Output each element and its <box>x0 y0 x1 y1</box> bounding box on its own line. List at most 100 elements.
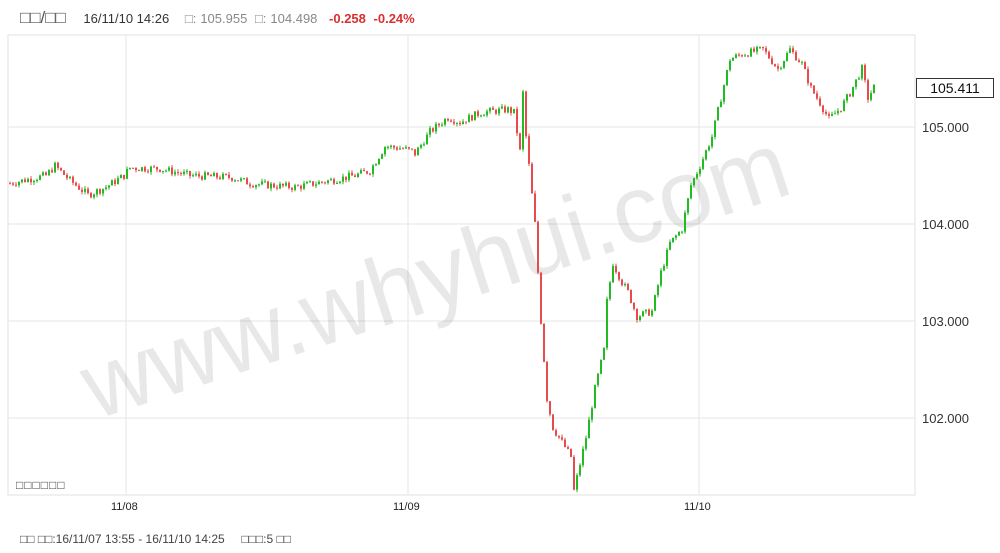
candle-body <box>105 187 107 189</box>
candle-body <box>768 51 770 59</box>
candle-body <box>624 283 626 286</box>
candle-body <box>597 373 599 386</box>
candle-body <box>27 178 29 183</box>
candle-body <box>558 435 560 438</box>
range-label: □□ □□: <box>20 532 56 546</box>
candle-body <box>63 170 65 175</box>
candle-body <box>549 401 551 415</box>
candle-body <box>867 80 869 100</box>
candle-body <box>201 176 203 180</box>
candle-body <box>18 182 20 186</box>
candle-body <box>240 178 242 181</box>
candle-body <box>645 309 647 312</box>
candle-body <box>714 120 716 137</box>
candle-body <box>297 185 299 187</box>
candle-body <box>264 181 266 183</box>
candle-body <box>576 475 578 490</box>
candle-body <box>387 147 389 149</box>
candle-body <box>267 181 269 189</box>
candle-body <box>333 179 335 184</box>
candle-body <box>138 170 140 172</box>
candle-body <box>468 115 470 123</box>
candle-body <box>360 170 362 174</box>
candle-body <box>546 361 548 402</box>
candle-body <box>114 180 116 185</box>
candle-body <box>822 105 824 112</box>
candle-body <box>873 84 875 94</box>
x-tick-label: 11/09 <box>393 501 420 513</box>
candle-body <box>588 419 590 439</box>
candle-body <box>480 115 482 117</box>
candle-body <box>405 147 407 149</box>
candle-body <box>174 172 176 175</box>
candle-body <box>237 180 239 182</box>
candle-body <box>123 174 125 179</box>
candle-body <box>519 133 521 150</box>
candle-body <box>582 448 584 466</box>
candle-body <box>567 447 569 449</box>
candle-body <box>339 181 341 183</box>
candle-body <box>330 179 332 181</box>
candle-body <box>483 115 485 117</box>
candle-body <box>345 176 347 180</box>
candle-body <box>489 107 491 112</box>
candle-body <box>819 98 821 106</box>
candle-body <box>246 178 248 185</box>
candle-body <box>633 302 635 309</box>
candle-body <box>831 113 833 116</box>
candle-body <box>783 61 785 68</box>
change-pct: -0.24% <box>373 11 415 26</box>
candle-body <box>591 408 593 420</box>
candle-body <box>159 169 161 172</box>
candle-body <box>684 212 686 232</box>
candle-body <box>327 180 329 183</box>
candle-body <box>57 162 59 168</box>
candle-body <box>222 173 224 179</box>
candle-body <box>726 70 728 86</box>
candle-body <box>843 100 845 111</box>
candle-body <box>33 181 35 183</box>
candle-body <box>618 272 620 280</box>
candle-body <box>117 178 119 185</box>
candle-body <box>36 179 38 182</box>
candle-body <box>453 121 455 124</box>
candle-body <box>753 48 755 52</box>
candle-body <box>183 171 185 175</box>
candle-body <box>528 136 530 164</box>
candle-body <box>96 189 98 195</box>
candle-body <box>708 146 710 151</box>
candle-body <box>72 176 74 183</box>
candle-body <box>120 174 122 179</box>
candle-body <box>696 173 698 179</box>
candle-body <box>543 323 545 362</box>
candle-body <box>555 430 557 436</box>
candle-body <box>234 180 236 182</box>
candle-body <box>150 166 152 173</box>
candle-body <box>48 170 50 176</box>
candle-body <box>351 172 353 176</box>
candle-body <box>378 158 380 165</box>
candle-body <box>324 182 326 184</box>
candle-body <box>570 448 572 457</box>
candle-body <box>429 128 431 135</box>
candle-body <box>99 189 101 194</box>
candle-body <box>348 172 350 180</box>
candle-body <box>171 167 173 175</box>
candle-body <box>693 178 695 186</box>
candle-body <box>9 183 11 185</box>
candle-body <box>846 94 848 101</box>
candle-body <box>216 173 218 178</box>
candle-body <box>420 144 422 148</box>
candle-body <box>456 122 458 124</box>
candle-body <box>531 163 533 194</box>
candle-body <box>144 167 146 172</box>
candle-body <box>579 465 581 476</box>
candle-body <box>390 145 392 148</box>
candle-body <box>69 176 71 179</box>
candle-body <box>315 184 317 186</box>
candle-body <box>141 167 143 171</box>
candle-body <box>687 198 689 213</box>
candle-body <box>396 147 398 150</box>
candle-body <box>852 86 854 97</box>
